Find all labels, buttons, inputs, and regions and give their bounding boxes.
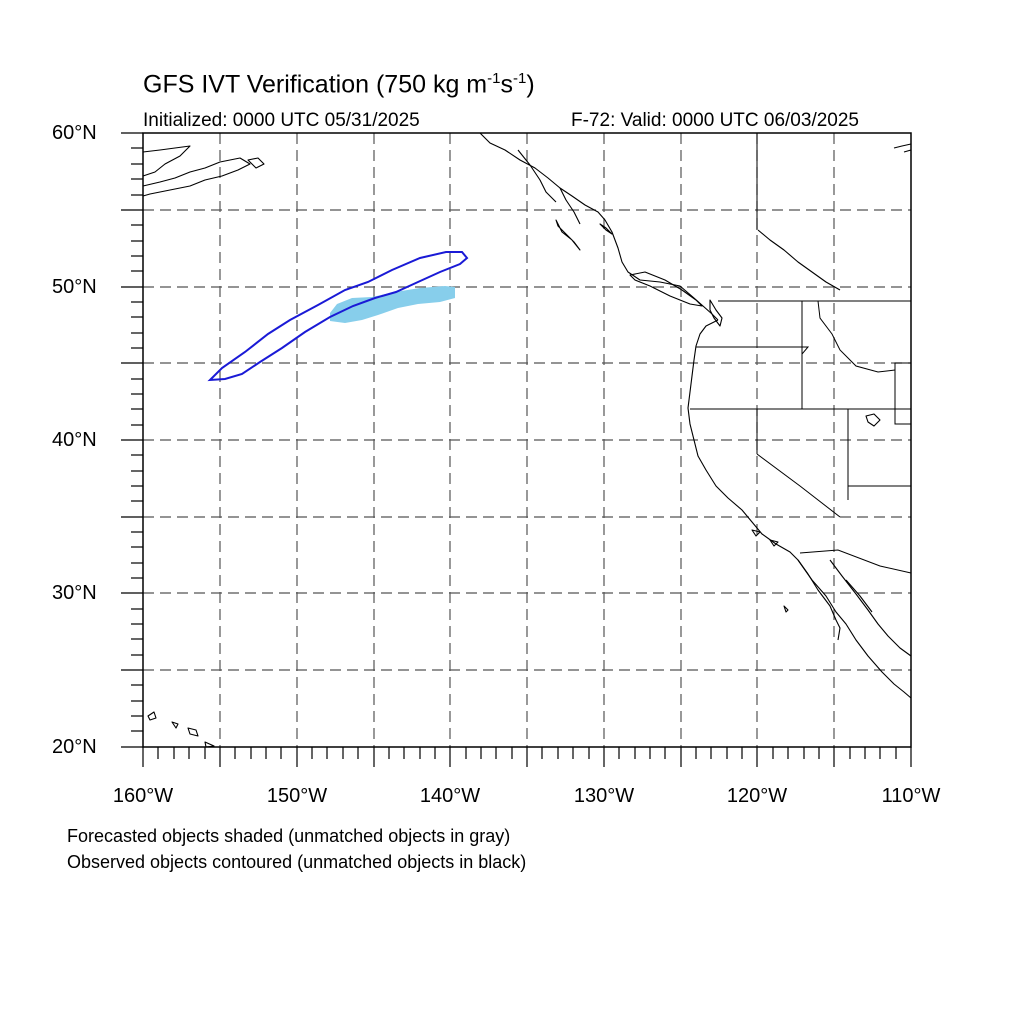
lat-label-30n: 30°N	[52, 582, 97, 604]
coastlines	[142, 132, 912, 748]
graticule	[143, 133, 911, 747]
lat-ticks	[121, 132, 143, 748]
initialized-time: Initialized: 0000 UTC 05/31/2025	[143, 110, 420, 131]
lon-label-120w: 120°W	[726, 785, 788, 807]
lon-label-150w: 150°W	[266, 785, 328, 807]
observed-legend-note: Observed objects contoured (unmatched ob…	[67, 852, 527, 872]
borders	[690, 133, 912, 574]
lon-label-130w: 130°W	[573, 785, 635, 807]
forecast-legend-note: Forecasted objects shaded (unmatched obj…	[67, 826, 511, 846]
observed-contour	[207, 251, 469, 382]
map-title: GFS IVT Verification (750 kg m-1s-1)	[143, 70, 535, 99]
lon-label-160w: 160°W	[112, 785, 174, 807]
valid-time: F-72: Valid: 0000 UTC 06/03/2025	[571, 110, 859, 131]
lon-label-110w: 110°W	[881, 785, 941, 807]
lat-label-50n: 50°N	[52, 276, 97, 298]
lon-label-140w: 140°W	[419, 785, 481, 807]
lat-label-40n: 40°N	[52, 429, 97, 451]
lat-label-60n: 60°N	[52, 122, 97, 144]
forecast-object	[330, 286, 455, 323]
lon-ticks	[142, 747, 912, 767]
lat-label-20n: 20°N	[52, 736, 97, 758]
